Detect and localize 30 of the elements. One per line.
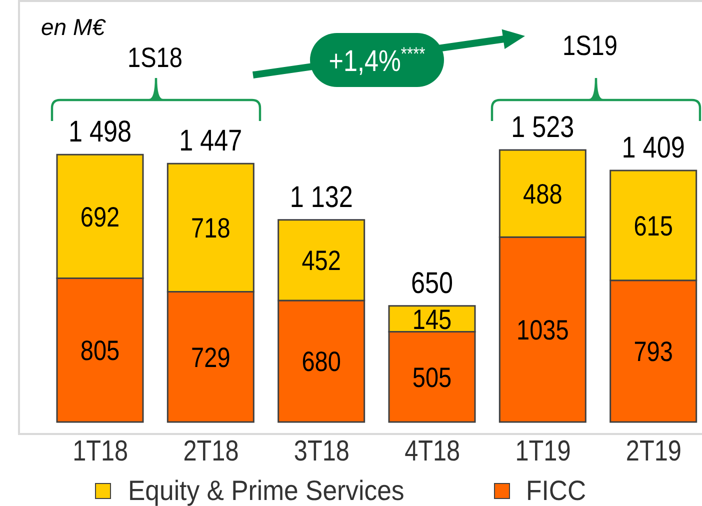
text: en M€ xyxy=(41,14,106,40)
total-label: 1 447 xyxy=(179,124,242,158)
data-label: 145 xyxy=(412,304,452,336)
legend-label: Equity & Prime Services xyxy=(128,474,404,506)
data-label: 729 xyxy=(191,343,230,374)
x-tick-label: 2T19 xyxy=(626,434,682,468)
x-tick-label: 4T18 xyxy=(404,434,460,468)
text: 1S19 xyxy=(562,31,618,62)
x-tick-label: 1T18 xyxy=(72,434,128,468)
legend-label: FICC xyxy=(526,474,586,506)
data-label: 488 xyxy=(523,180,562,210)
data-label: 680 xyxy=(302,347,341,378)
data-label: 793 xyxy=(634,337,673,368)
total-label: 650 xyxy=(410,266,454,300)
data-label: 805 xyxy=(80,336,120,367)
total-label: 1 498 xyxy=(68,114,132,148)
data-label: 615 xyxy=(634,212,673,242)
text: +1,4%$^{****}$ xyxy=(328,42,426,78)
x-tick-label: 3T18 xyxy=(294,434,350,468)
data-label: 1035 xyxy=(516,316,569,346)
data-label: 718 xyxy=(191,214,230,244)
data-label: 452 xyxy=(302,246,341,277)
data-label: 692 xyxy=(80,202,120,233)
total-label: 1 523 xyxy=(511,110,574,144)
data-label: 505 xyxy=(412,363,452,394)
total-label: 1 132 xyxy=(290,180,353,214)
x-tick-label: 2T18 xyxy=(183,434,239,468)
total-label: 1 409 xyxy=(622,130,685,164)
x-tick-label: 1T19 xyxy=(515,434,571,468)
text: 1S18 xyxy=(128,43,182,74)
